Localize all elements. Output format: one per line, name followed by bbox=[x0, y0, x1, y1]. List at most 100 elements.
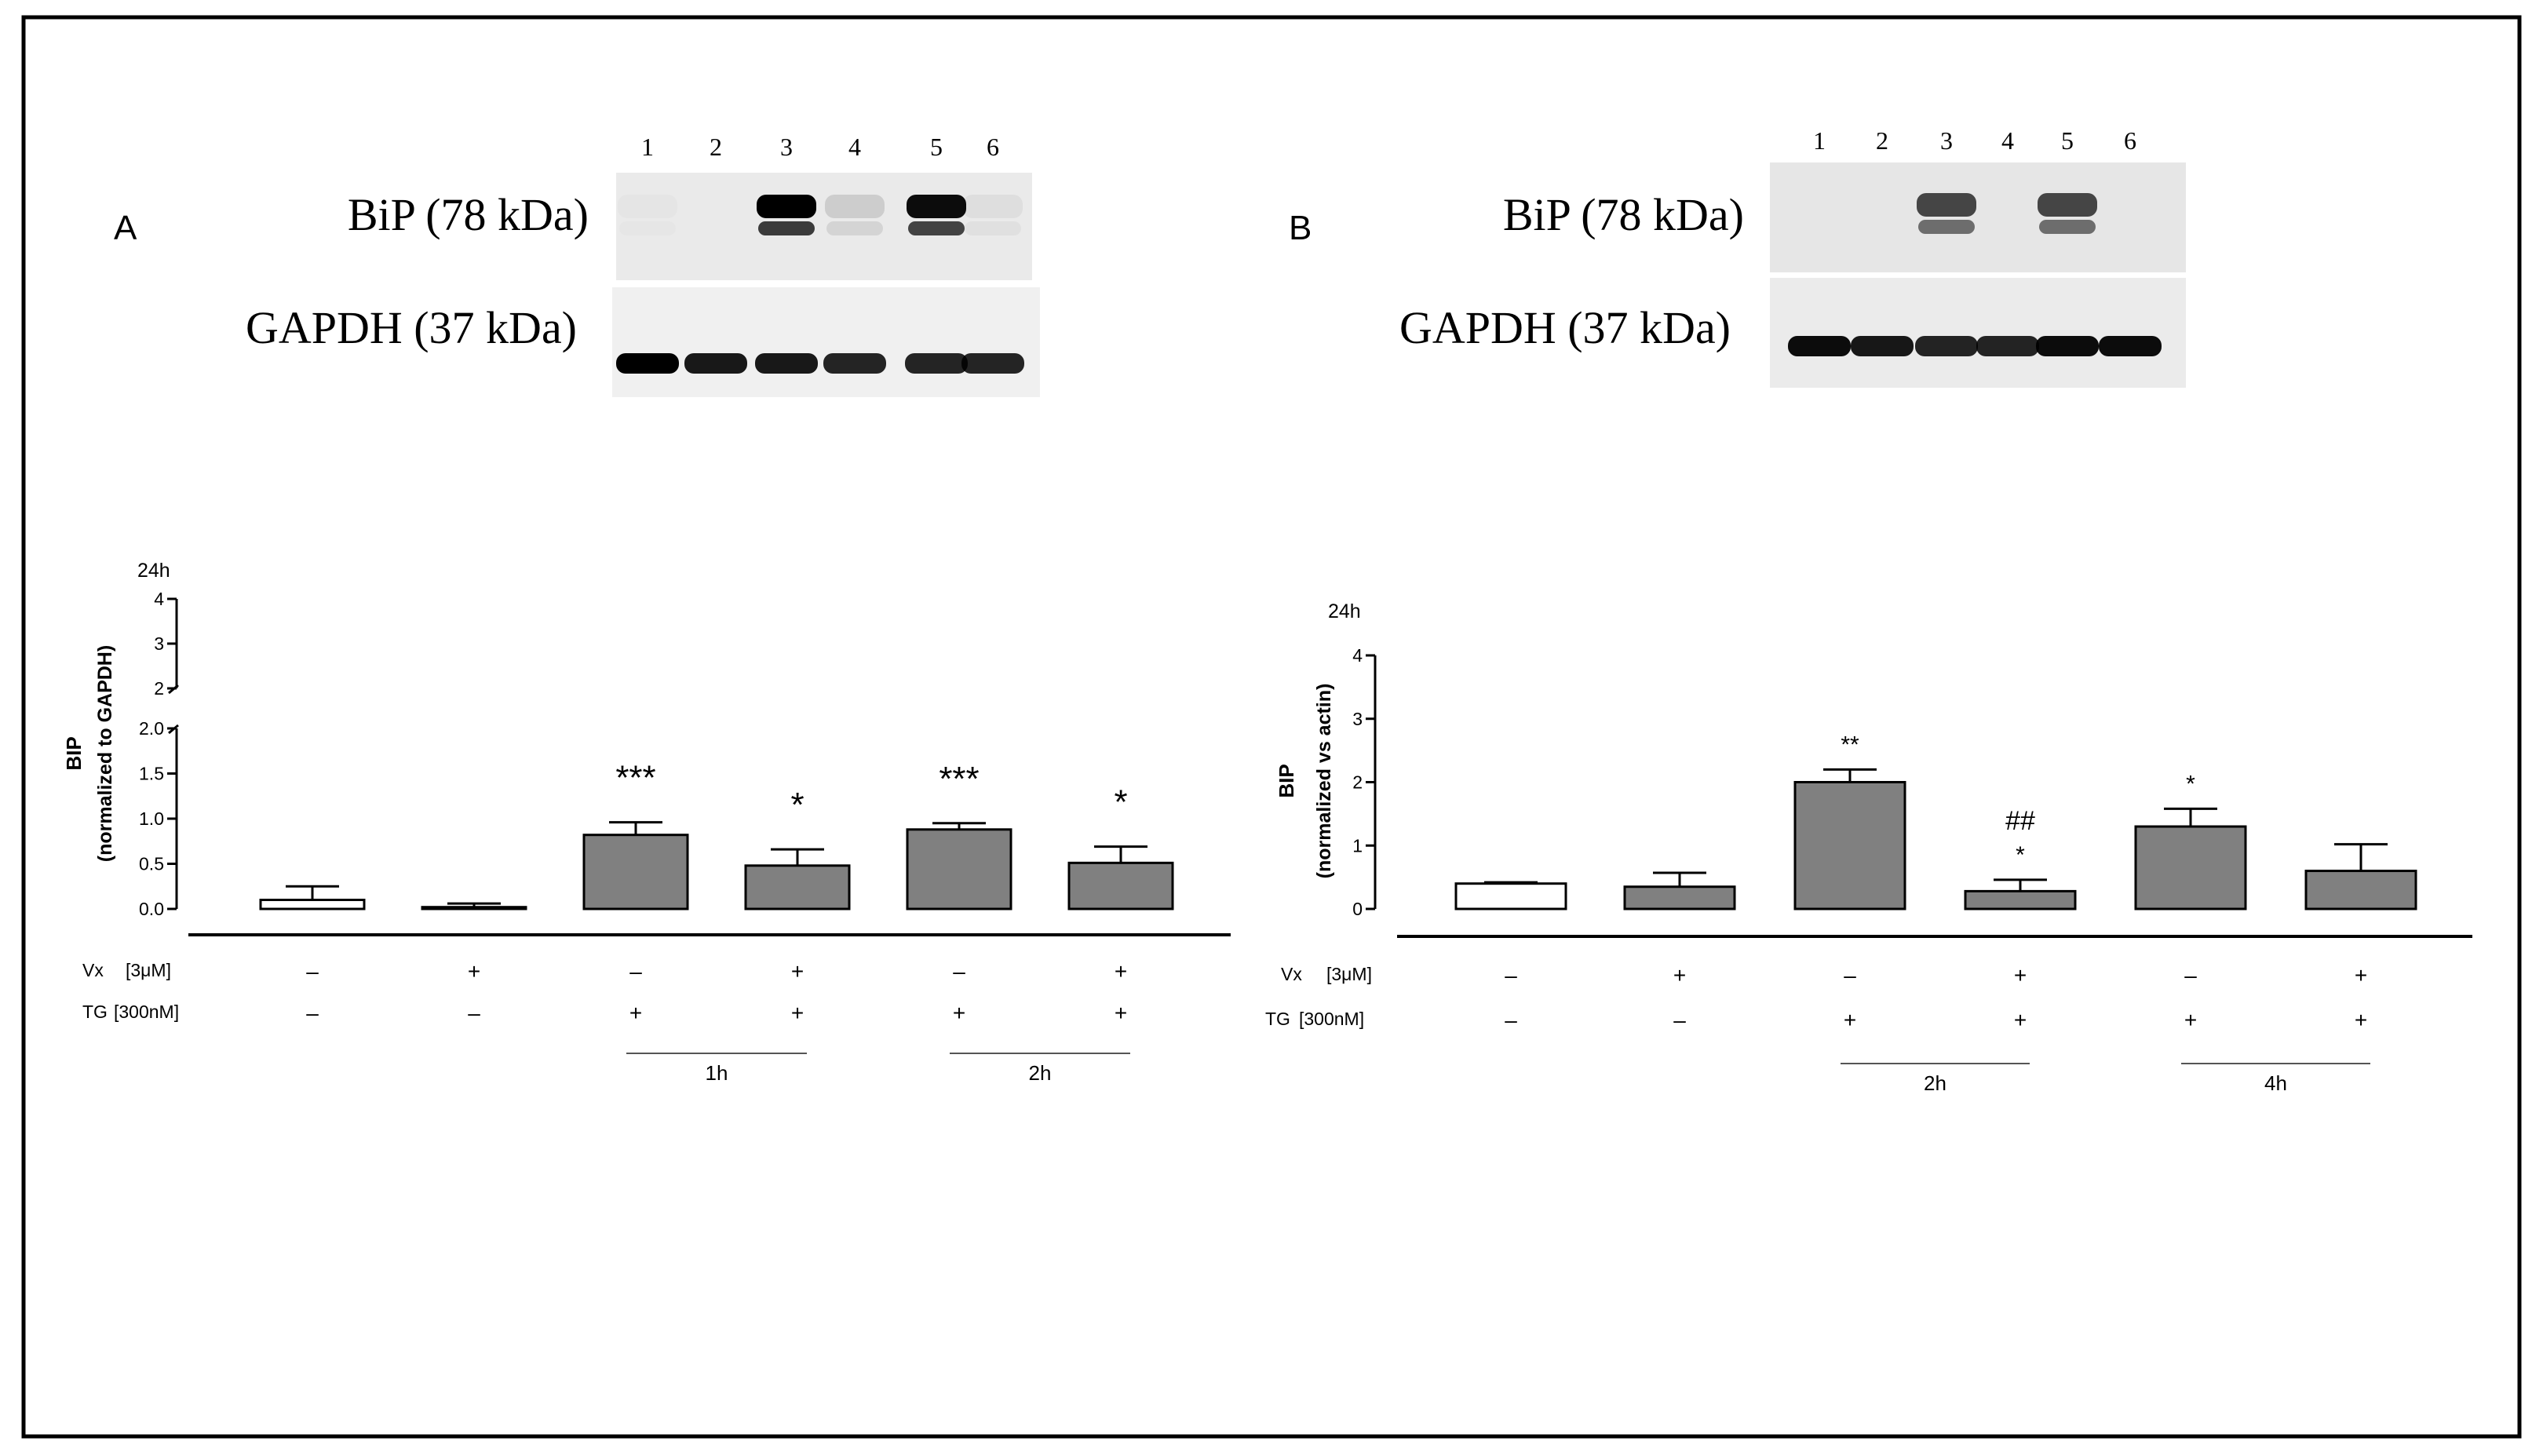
a-gapdh-band-5 bbox=[905, 353, 968, 374]
b-tg-sign-5: + bbox=[2184, 1008, 2197, 1032]
panel-b-letter: B bbox=[1289, 209, 1312, 247]
b-lane-number-3: 3 bbox=[1940, 126, 1953, 155]
b-vx-sign-2: + bbox=[1673, 963, 1686, 987]
b-significance-4: * bbox=[2016, 842, 2025, 868]
panel-b-tg-conc: [300nM] bbox=[1299, 1009, 1364, 1029]
a-gapdh-band-6 bbox=[961, 353, 1024, 374]
panel-a-gapdh-membrane bbox=[612, 287, 1040, 397]
b-bip-band-3 bbox=[1917, 193, 1976, 217]
panel-b-bip-membrane bbox=[1770, 162, 2186, 272]
b-hash-4: ## bbox=[2005, 806, 2035, 836]
b-bar-2 bbox=[1623, 885, 1736, 910]
panel-a-gapdh-label: GAPDH (37 kDa) bbox=[246, 302, 577, 353]
b-lane-number-6: 6 bbox=[2124, 126, 2136, 155]
b-gapdh-band-6 bbox=[2099, 336, 2162, 356]
panel-a-blot: 1 2 3 4 5 6 BiP (78 kDa) GAPDH (37 kDa) bbox=[246, 133, 1040, 397]
panel-a-lane-numbers: 1 2 3 4 5 6 bbox=[641, 133, 999, 161]
panel-b-lane-numbers: 1 2 3 4 5 6 bbox=[1813, 126, 2136, 155]
a-gapdh-band-1 bbox=[616, 353, 679, 374]
b-bip-band-lower-3 bbox=[1918, 220, 1975, 234]
b-y-tick-label-1: 0 bbox=[1352, 899, 1363, 919]
panel-a-gapdh-bands bbox=[616, 353, 1024, 374]
b-lane-number-5: 5 bbox=[2061, 126, 2074, 155]
a-y-tick-label-5: 2.0 bbox=[139, 718, 164, 739]
b-group-label-2: 4h bbox=[2264, 1071, 2287, 1095]
panel-b: B 1 2 3 4 5 6 BiP (78 kDa) GAPDH (37 kDa) 24h… bbox=[1265, 126, 2472, 1095]
a-y-tick-label-1: 0.0 bbox=[139, 899, 164, 919]
b-tg-sign-6: + bbox=[2355, 1008, 2367, 1032]
a-y-tick-label-6: 2 bbox=[154, 678, 164, 699]
a-group-label-1: 1h bbox=[706, 1061, 728, 1085]
a-bip-band-6 bbox=[963, 195, 1023, 218]
b-tg-sign-4: + bbox=[2014, 1008, 2027, 1032]
a-bip-band-lower-6 bbox=[965, 221, 1021, 235]
panel-b-tg-label: TG bbox=[1265, 1009, 1290, 1029]
a-gapdh-band-2 bbox=[684, 353, 747, 374]
b-y-tick-label-2: 1 bbox=[1352, 835, 1363, 856]
a-tg-sign-2: – bbox=[468, 1001, 480, 1025]
a-lane-number-3: 3 bbox=[780, 133, 793, 161]
panel-b-vx-label: Vx bbox=[1281, 964, 1302, 984]
a-lane-number-2: 2 bbox=[710, 133, 722, 161]
b-vx-sign-4: + bbox=[2014, 963, 2027, 987]
a-group-label-2: 2h bbox=[1029, 1061, 1052, 1085]
panel-a-bip-bands bbox=[618, 195, 1023, 235]
a-bip-band-3 bbox=[757, 195, 816, 218]
b-y-tick-label-3: 2 bbox=[1352, 772, 1363, 793]
b-y-tick-label-4: 3 bbox=[1352, 709, 1363, 729]
a-significance-4: * bbox=[790, 786, 804, 824]
a-lane-number-4: 4 bbox=[848, 133, 861, 161]
a-bar-1 bbox=[259, 899, 366, 910]
panel-b-gapdh-membrane bbox=[1770, 278, 2186, 388]
b-gapdh-band-3 bbox=[1915, 336, 1978, 356]
panel-a-time-groups: 1h 2h bbox=[626, 1053, 1130, 1085]
b-vx-sign-1: – bbox=[1505, 963, 1517, 987]
b-y-tick-label-5: 4 bbox=[1352, 645, 1363, 666]
a-bip-band-1 bbox=[618, 195, 677, 218]
b-bip-band-lower-5 bbox=[2039, 220, 2096, 234]
a-bar-3 bbox=[582, 834, 689, 910]
panel-b-blot: 1 2 3 4 5 6 BiP (78 kDa) GAPDH (37 kDa) bbox=[1399, 126, 2186, 388]
b-bip-band-5 bbox=[2038, 193, 2097, 217]
panel-b-gapdh-label: GAPDH (37 kDa) bbox=[1399, 302, 1731, 353]
a-significance-6: * bbox=[1114, 783, 1127, 822]
a-bar-2 bbox=[421, 906, 527, 910]
b-vx-sign-5: – bbox=[2184, 963, 2197, 987]
a-y-tick-label-8: 4 bbox=[154, 589, 164, 609]
panel-a-ylabel: BIP bbox=[62, 736, 86, 770]
a-bip-band-lower-4 bbox=[826, 221, 883, 235]
b-gapdh-band-4 bbox=[1976, 336, 2039, 356]
a-lane-number-1: 1 bbox=[641, 133, 654, 161]
b-vx-sign-6: + bbox=[2355, 963, 2367, 987]
panel-b-timepoint: 24h bbox=[1328, 600, 1361, 622]
a-y-tick-label-3: 1.0 bbox=[139, 808, 164, 829]
panel-a-bars: ******** bbox=[259, 759, 1174, 910]
b-gapdh-band-2 bbox=[1851, 336, 1914, 356]
a-tg-sign-4: + bbox=[791, 1001, 804, 1025]
a-bar-6 bbox=[1067, 861, 1174, 910]
b-tg-sign-1: – bbox=[1505, 1008, 1517, 1032]
panel-a-condition-signs: – + – + – + – – + + + + bbox=[306, 959, 1127, 1025]
panel-b-ylabel-sub: (normalized vs actin) bbox=[1313, 684, 1335, 879]
a-lane-number-5: 5 bbox=[930, 133, 943, 161]
a-y-tick-label-4: 1.5 bbox=[139, 764, 164, 784]
panel-b-bip-label: BiP (78 kDa) bbox=[1503, 189, 1744, 240]
b-bar-1 bbox=[1454, 882, 1567, 910]
panel-a-chart: 24h BIP (normalized to GAPDH) 0.0 0.5 1.0 1… bbox=[62, 560, 1231, 1085]
panel-a-ylabel-sub: (normalized to GAPDH) bbox=[94, 645, 116, 862]
a-axis-break-2 bbox=[168, 684, 179, 695]
panel-a-axes: 0.0 0.5 1.0 1.5 2.0 2 3 4 bbox=[139, 589, 179, 919]
panel-b-gapdh-bands bbox=[1788, 336, 2162, 356]
b-bar-3 bbox=[1793, 781, 1906, 910]
b-gapdh-band-5 bbox=[2036, 336, 2099, 356]
panel-a: A 1 2 3 4 5 6 BiP (78 kDa) GAPDH (37 kDa) 24h… bbox=[62, 133, 1231, 1085]
a-vx-sign-3: – bbox=[629, 959, 642, 983]
a-vx-sign-6: + bbox=[1115, 959, 1127, 983]
panel-a-bip-label: BiP (78 kDa) bbox=[348, 189, 589, 240]
a-tg-sign-6: + bbox=[1115, 1001, 1127, 1025]
panel-b-time-groups: 2h 4h bbox=[1841, 1063, 2370, 1095]
a-bip-band-lower-5 bbox=[908, 221, 965, 235]
panel-b-condition-signs: – + – + – + – – + + + + bbox=[1505, 963, 2367, 1032]
